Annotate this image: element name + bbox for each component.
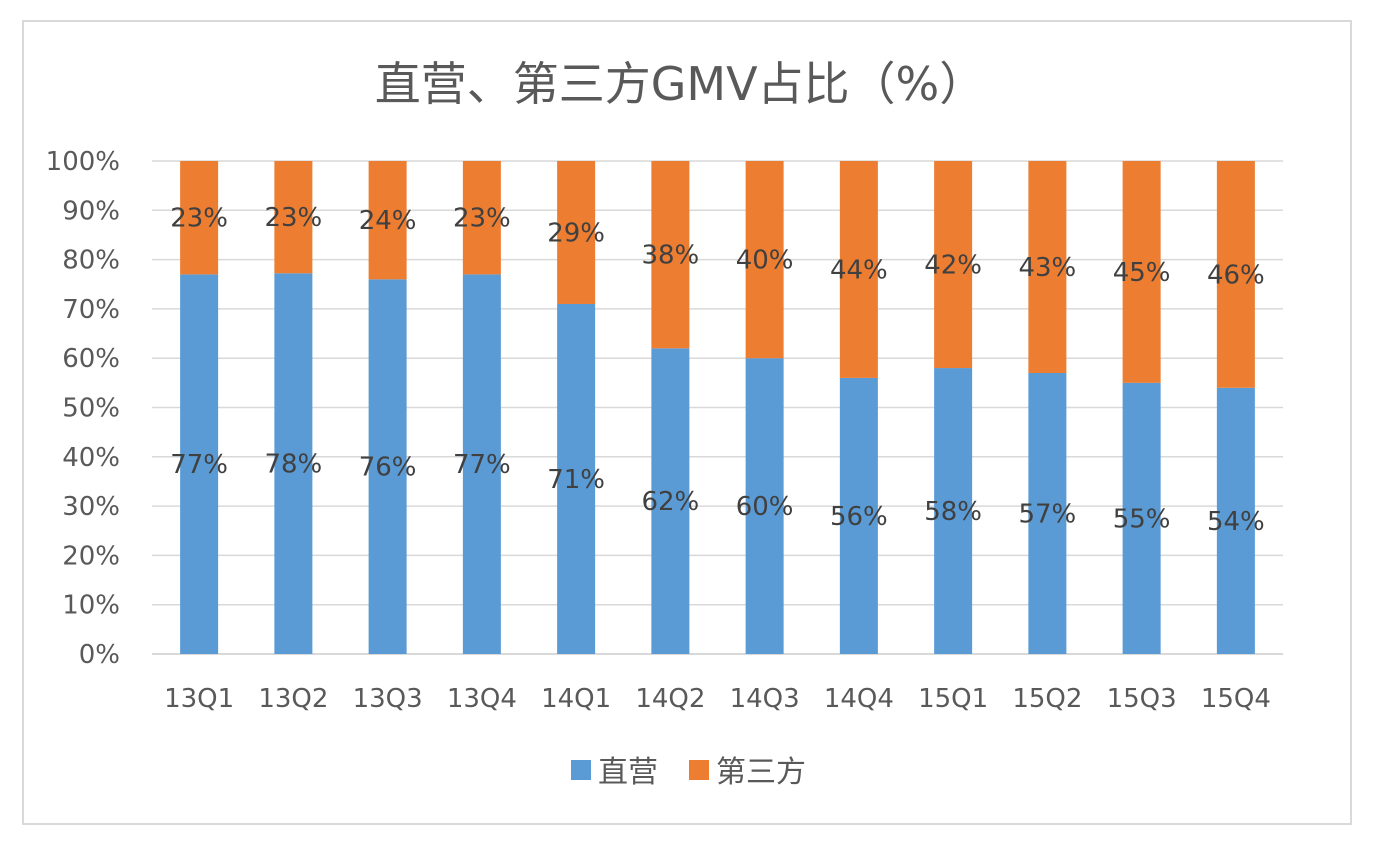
data-label: 29% <box>547 218 605 248</box>
y-tick-label: 20% <box>62 541 120 571</box>
legend: 直营 第三方 <box>571 755 806 790</box>
y-tick-label: 80% <box>62 246 120 276</box>
bar-segment <box>368 279 407 654</box>
x-tick-label: 14Q3 <box>730 684 800 714</box>
chart-title: 直营、第三方GMV占比（%） <box>375 57 986 111</box>
data-label: 57% <box>1018 499 1076 529</box>
bar-segment <box>839 377 878 654</box>
bar-segment <box>1216 161 1255 388</box>
data-label: 71% <box>547 465 605 495</box>
bar-segment <box>1216 387 1255 654</box>
data-label: 42% <box>924 251 982 281</box>
data-label: 23% <box>170 204 228 234</box>
data-label: 78% <box>264 450 322 480</box>
bar-segment <box>1028 161 1067 373</box>
data-label: 43% <box>1018 253 1076 283</box>
y-tick-label: 60% <box>62 344 120 374</box>
x-axis: 13Q1 13Q2 13Q3 13Q4 14Q1 14Q2 14Q3 14Q4 15Q1 15Q2… <box>164 684 1271 714</box>
bar-segment <box>274 161 313 274</box>
data-label: 45% <box>1113 258 1171 288</box>
bar-segment <box>1028 372 1067 654</box>
y-tick-label: 90% <box>62 196 120 226</box>
x-tick-label: 15Q1 <box>918 684 988 714</box>
bar-segment <box>651 161 690 349</box>
legend-swatch <box>689 760 709 780</box>
x-tick-label: 15Q3 <box>1107 684 1177 714</box>
x-tick-label: 14Q1 <box>541 684 611 714</box>
legend-swatch <box>571 760 591 780</box>
bar-segment <box>934 368 973 654</box>
data-labels: 77% 23% 78% 23% 76% 24% 77% 23% 71% 29% 62% 38% 60% 4… <box>170 203 1265 537</box>
bar-segment <box>462 161 501 275</box>
y-tick-label: 100% <box>46 147 120 177</box>
gridlines <box>152 160 1283 655</box>
legend-label: 直营 <box>598 755 658 790</box>
y-axis: 0% 10% 20% 30% 40% 50% 60% 70% 80% 90% 100% <box>46 147 120 670</box>
bar-segment <box>934 161 973 369</box>
legend-label: 第三方 <box>716 755 806 790</box>
bar-segment <box>274 273 313 654</box>
x-tick-label: 14Q2 <box>635 684 705 714</box>
x-tick-label: 13Q3 <box>353 684 423 714</box>
data-label: 40% <box>736 246 794 276</box>
bar-segment <box>180 161 219 275</box>
data-label: 24% <box>359 206 417 236</box>
x-tick-label: 13Q1 <box>164 684 234 714</box>
data-label: 23% <box>264 203 322 233</box>
bar-segment <box>745 358 784 654</box>
bar-segment <box>839 161 878 378</box>
bar-segment <box>557 303 596 654</box>
data-label: 62% <box>641 487 699 517</box>
data-label: 77% <box>170 450 228 480</box>
bar-segment <box>462 274 501 654</box>
y-tick-label: 30% <box>62 492 120 522</box>
data-label: 46% <box>1207 260 1265 290</box>
bars <box>180 161 1255 654</box>
data-label: 38% <box>641 241 699 271</box>
data-label: 77% <box>453 450 511 480</box>
data-label: 76% <box>359 453 417 483</box>
bar-segment <box>1122 161 1161 383</box>
x-tick-label: 13Q2 <box>258 684 328 714</box>
bar-segment <box>745 161 784 359</box>
bar-segment <box>651 348 690 654</box>
bar-segment <box>557 161 596 304</box>
data-label: 44% <box>830 255 888 285</box>
data-label: 55% <box>1113 504 1171 534</box>
y-tick-label: 70% <box>62 295 120 325</box>
x-tick-label: 13Q4 <box>447 684 517 714</box>
bar-segment <box>368 161 407 280</box>
data-label: 56% <box>830 502 888 532</box>
data-label: 58% <box>924 497 982 527</box>
data-label: 60% <box>736 492 794 522</box>
x-tick-label: 15Q2 <box>1012 684 1082 714</box>
y-tick-label: 10% <box>62 591 120 621</box>
bar-segment <box>180 274 219 654</box>
y-tick-label: 0% <box>79 640 120 670</box>
y-tick-label: 50% <box>62 394 120 424</box>
x-tick-label: 15Q4 <box>1201 684 1271 714</box>
bar-segment <box>1122 382 1161 654</box>
y-tick-label: 40% <box>62 443 120 473</box>
data-label: 54% <box>1207 507 1265 537</box>
x-tick-label: 14Q4 <box>824 684 894 714</box>
data-label: 23% <box>453 204 511 234</box>
